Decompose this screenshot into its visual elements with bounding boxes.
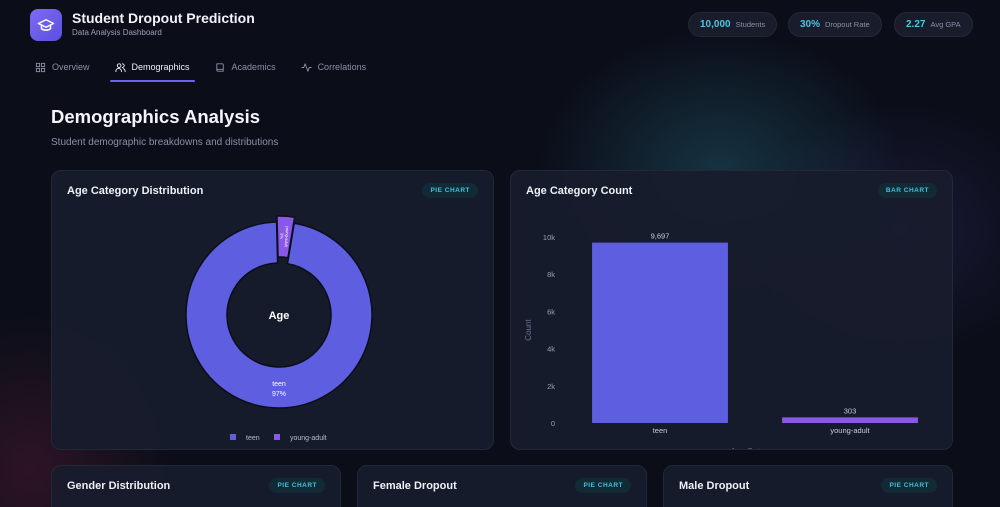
app-subtitle: Data Analysis Dashboard xyxy=(72,28,162,37)
chart-type-badge: PIE CHART xyxy=(881,478,937,493)
activity-icon xyxy=(301,62,312,72)
pie-center-label: Age xyxy=(269,310,290,322)
graduation-cap-icon xyxy=(30,9,62,41)
stat-value: 30% xyxy=(800,19,821,30)
tab-label: Demographics xyxy=(131,62,190,72)
card-title: Female Dropout xyxy=(373,480,457,492)
card-title: Age Category Distribution xyxy=(67,185,204,197)
age-count-card: Age Category Count BAR CHART 0 2k 4k 6k 8k 10… xyxy=(510,170,953,450)
stat-value: 2.27 xyxy=(906,19,926,30)
stat-label: Students xyxy=(735,20,766,29)
pie-pct-young-adult: 3% xyxy=(279,233,284,240)
y-tick-label: 0 xyxy=(551,419,555,428)
x-tick-label: young-adult xyxy=(830,426,870,435)
card-title: Age Category Count xyxy=(526,185,633,197)
stat-avg-gpa: 2.27 Avg GPA xyxy=(894,12,973,37)
legend-label-teen: teen xyxy=(246,435,260,442)
app-header: Student Dropout Prediction Data Analysis… xyxy=(0,0,1000,50)
chart-type-badge: PIE CHART xyxy=(422,183,478,198)
users-icon xyxy=(114,62,126,72)
pie-label-teen: teen xyxy=(272,381,286,388)
card-title: Male Dropout xyxy=(679,480,750,492)
tab-correlations[interactable]: Correlations xyxy=(296,56,372,78)
stat-students: 10,000 Students xyxy=(688,12,778,37)
bar-teen xyxy=(592,242,728,423)
pie-pct-teen: 97% xyxy=(272,391,286,398)
pie-label-young-adult: young-adult xyxy=(284,226,290,248)
stat-value: 10,000 xyxy=(700,19,731,30)
tab-label: Overview xyxy=(52,62,90,72)
female-dropout-card: Female Dropout PIE CHART xyxy=(357,465,647,507)
page-subtitle: Student demographic breakdowns and distr… xyxy=(51,137,279,148)
bar-value-label: 303 xyxy=(844,406,857,415)
chart-type-badge: PIE CHART xyxy=(269,478,325,493)
y-axis-label: Count xyxy=(524,319,533,341)
gender-distribution-card: Gender Distribution PIE CHART xyxy=(51,465,341,507)
pie-slice-young-adult xyxy=(276,215,296,259)
stat-label: Avg GPA xyxy=(930,20,961,29)
bar-value-label: 9,697 xyxy=(651,232,670,241)
tab-demographics[interactable]: Demographics xyxy=(109,56,195,82)
chart-type-badge: BAR CHART xyxy=(877,183,937,198)
app-title: Student Dropout Prediction xyxy=(72,10,255,26)
tab-label: Correlations xyxy=(317,62,367,72)
bar-young-adult xyxy=(782,417,918,423)
grid-icon xyxy=(35,62,46,72)
age-bar-chart: 0 2k 4k 6k 8k 10k Count 9,697 teen 303 young-adult… xyxy=(524,232,918,450)
pie-slice-teen xyxy=(185,221,373,409)
legend-swatch-young-adult xyxy=(274,434,280,440)
tab-academics[interactable]: Academics xyxy=(210,56,281,78)
stat-label: Dropout Rate xyxy=(825,20,870,29)
y-tick-label: 6k xyxy=(547,307,555,316)
page-title: Demographics Analysis xyxy=(51,106,261,127)
y-tick-label: 2k xyxy=(547,382,555,391)
book-icon xyxy=(215,62,224,72)
x-tick-label: teen xyxy=(653,426,668,435)
card-title: Gender Distribution xyxy=(67,480,171,492)
x-axis-label: Age Category xyxy=(731,447,780,450)
tab-bar: Overview Demographics Academics Correlat… xyxy=(30,56,386,82)
y-tick-label: 8k xyxy=(547,270,555,279)
age-distribution-card: Age Category Distribution PIE CHART Age t… xyxy=(51,170,494,450)
y-tick-label: 4k xyxy=(547,345,555,354)
legend-swatch-teen xyxy=(230,434,236,440)
stat-dropout-rate: 30% Dropout Rate xyxy=(788,12,882,37)
chart-type-badge: PIE CHART xyxy=(575,478,631,493)
male-dropout-card: Male Dropout PIE CHART xyxy=(663,465,953,507)
tab-label: Academics xyxy=(231,62,276,72)
tab-overview[interactable]: Overview xyxy=(30,56,95,78)
legend-label-young-adult: young-adult xyxy=(290,435,327,442)
y-tick-label: 10k xyxy=(543,233,555,242)
